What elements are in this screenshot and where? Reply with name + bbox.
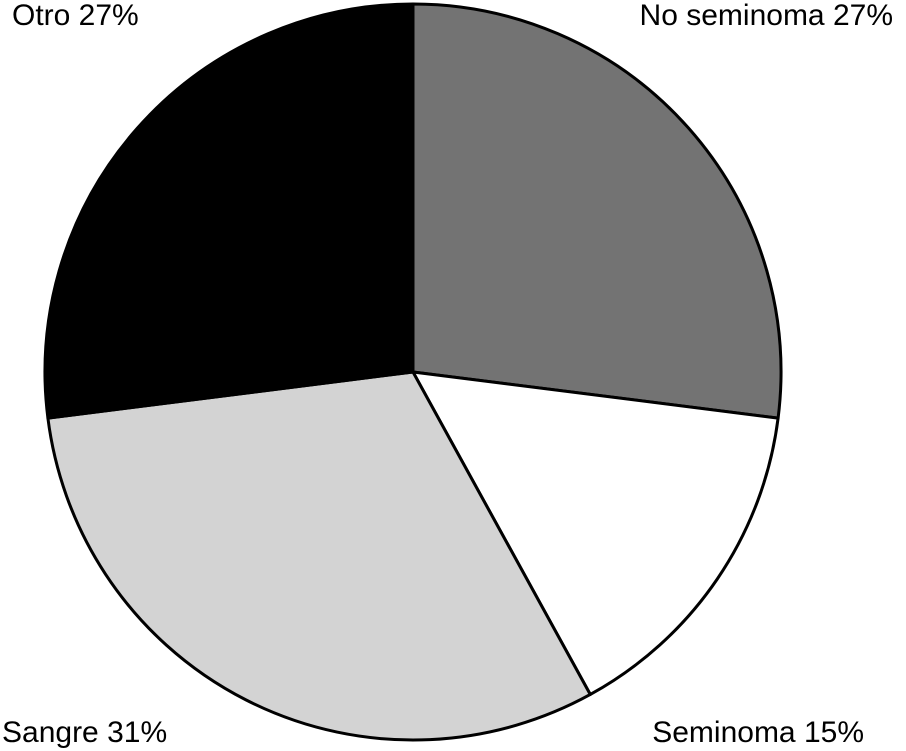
pie-slice-seminoma xyxy=(411,370,780,696)
pie-slice-otro xyxy=(43,2,415,420)
pie-slices xyxy=(43,2,783,742)
slice-label-no-seminoma: No seminoma 27% xyxy=(640,0,893,32)
slice-label-otro: Otro 27% xyxy=(12,0,139,32)
slice-label-sangre: Sangre 31% xyxy=(2,716,167,749)
pie-slice-sangre xyxy=(46,370,592,742)
pie-slice-no-seminoma xyxy=(411,2,783,420)
slice-label-seminoma: Seminoma 15% xyxy=(652,716,864,749)
